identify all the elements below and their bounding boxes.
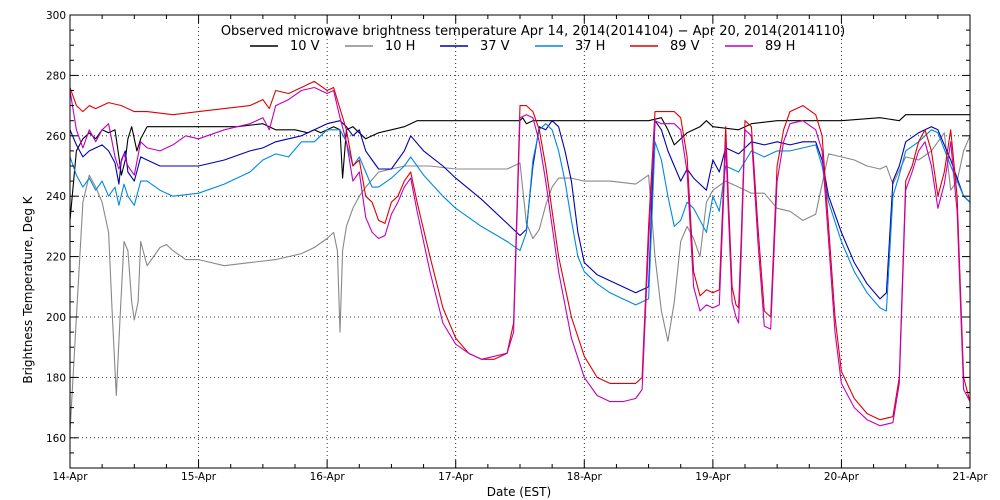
x-axis-title: Date (EST) (487, 485, 551, 499)
x-tick-label: 21-Apr (952, 471, 988, 483)
y-tick-label: 260 (46, 131, 66, 143)
series-line-89-v (69, 80, 971, 421)
legend-label: 10 H (385, 39, 415, 54)
x-tick-label: 16-Apr (310, 471, 346, 483)
x-tick-labels: 14-Apr 15-Apr 16-Apr 17-Apr 18-Apr 19-Apr 20-A… (52, 471, 988, 483)
x-tick-label: 18-Apr (567, 471, 603, 483)
x-tick-label: 20-Apr (824, 471, 860, 483)
y-tick-label: 240 (46, 191, 66, 203)
series-line-37-v (69, 120, 971, 300)
axis-ticks (69, 14, 971, 469)
legend: 10 V 10 H 37 V 37 H 89 V 89 H (250, 39, 795, 54)
x-tick-label: 15-Apr (181, 471, 217, 483)
series-line-37-h (69, 123, 971, 312)
series-line-89-h (69, 86, 971, 427)
y-tick-label: 160 (46, 433, 66, 445)
series-line-10-h (69, 132, 971, 432)
legend-label: 89 V (670, 39, 700, 54)
y-tick-label: 180 (46, 372, 66, 384)
legend-label: 37 V (480, 39, 510, 54)
x-tick-label: 17-Apr (438, 471, 474, 483)
legend-label: 89 H (765, 39, 795, 54)
y-tick-label: 200 (46, 312, 66, 324)
x-tick-label: 19-Apr (695, 471, 731, 483)
plot-frame (69, 14, 971, 469)
legend-label: 37 H (575, 39, 605, 54)
y-axis-title: Brightness Temperature, Deg K (21, 195, 35, 383)
chart-title: Observed microwave brightness temperatur… (221, 24, 845, 39)
y-tick-label: 280 (46, 70, 66, 82)
x-tick-label: 14-Apr (52, 471, 88, 483)
series-lines (69, 80, 971, 432)
y-tick-label: 300 (46, 10, 66, 22)
legend-label: 10 V (290, 39, 320, 54)
y-tick-labels: 160 180 200 220 240 260 280 300 (46, 10, 66, 445)
grid-lines (70, 15, 970, 468)
y-tick-label: 220 (46, 252, 66, 264)
